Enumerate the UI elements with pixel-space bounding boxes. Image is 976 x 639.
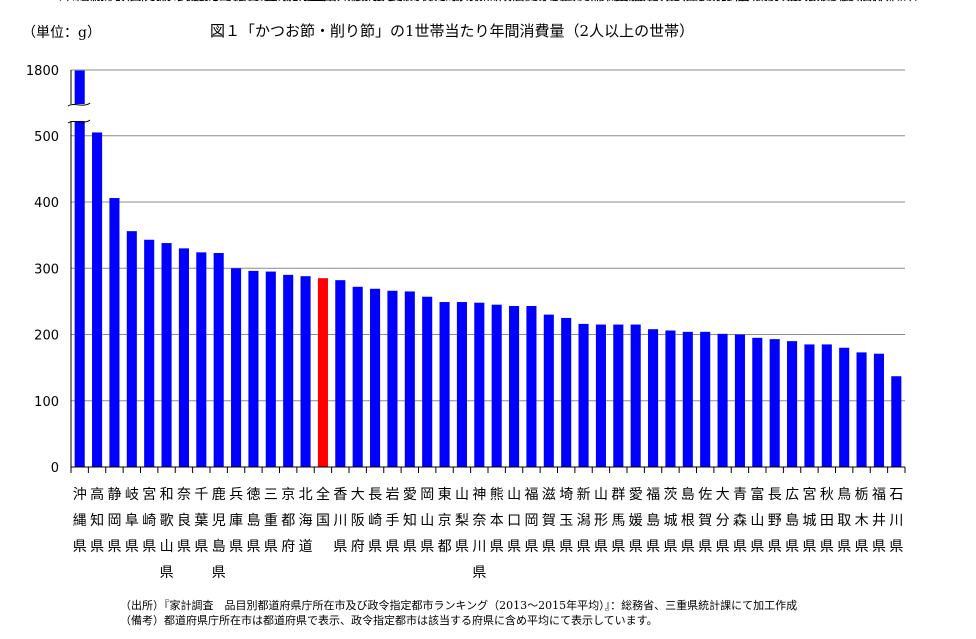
source-note: （出所）『家計調査 品目別都道府県庁所在市及び政令指定都市ランキング（2013～… — [120, 599, 798, 612]
bar — [456, 302, 467, 467]
bar — [335, 280, 346, 467]
bar — [231, 268, 242, 467]
x-tick-label: 佐賀県佐賀県 — [684, 0, 726, 555]
x-tick-label: 福岡県福岡県 — [510, 0, 552, 555]
y-tick-label: 400 — [34, 196, 59, 211]
y-tick-label: 1800 — [26, 64, 59, 79]
y-tick-label: 100 — [34, 395, 59, 410]
bar — [526, 306, 537, 467]
chart-title: 図１「かつお節・削り節」の1世帯当たり年間消費量（2人以上の世帯） — [210, 22, 695, 40]
bar — [891, 376, 902, 467]
bar — [92, 132, 103, 467]
y-tick-label: 500 — [34, 130, 59, 145]
bar — [109, 198, 120, 467]
bar — [821, 344, 832, 467]
bar — [613, 324, 624, 467]
x-tick-label: 長野県長野県 — [754, 0, 796, 555]
bar — [769, 339, 780, 467]
remark-note: （備考）都道府県庁所在市は都道府県で表示、政令指定都市は該当する府県に含め平均に… — [120, 614, 658, 627]
x-tick-label: 栃木県栃木県 — [841, 0, 883, 555]
bar — [265, 271, 276, 467]
x-tick-label: 鳥取県鳥取県 — [823, 0, 865, 555]
bar-chart: 01002003004005001800沖縄県沖縄県高知県高知県静岡県静岡県岐阜… — [26, 0, 917, 581]
bar — [404, 291, 415, 467]
bar — [648, 329, 659, 467]
y-tick-label: 200 — [34, 329, 59, 344]
bar — [196, 252, 207, 467]
x-tick-label: 福島県福島県 — [632, 0, 674, 555]
bar — [630, 324, 641, 467]
bar — [543, 314, 554, 467]
x-tick-label: 山梨県山梨県 — [441, 0, 483, 555]
bar — [161, 243, 172, 467]
bar — [352, 286, 363, 467]
bar — [717, 333, 728, 467]
bar — [144, 239, 155, 467]
axis-break-mark — [67, 102, 91, 107]
bar — [561, 317, 572, 467]
x-tick-label: 岩手県岩手県 — [371, 0, 413, 555]
x-tick-label: 広島県広島県 — [771, 0, 813, 555]
axis-break-mark — [67, 119, 91, 124]
bar — [839, 347, 850, 467]
x-tick-label: 山形県山形県 — [580, 0, 622, 555]
x-tick-label: 長崎県長崎県 — [354, 0, 396, 555]
x-tick-label: 大分県大分県 — [702, 0, 744, 555]
bar — [300, 276, 311, 467]
bar — [856, 352, 867, 467]
x-tick-label: 新潟県新潟県 — [563, 0, 605, 555]
x-tick-label: 石川県石川県 — [875, 0, 917, 555]
chart-notes: （出所）『家計調査 品目別都道府県庁所在市及び政令指定都市ランキング（2013～… — [120, 598, 797, 628]
bar — [439, 302, 450, 467]
bar — [422, 296, 433, 467]
bar — [734, 334, 745, 467]
x-tick-label: 秋田県秋田県 — [806, 0, 848, 555]
x-tick-label: 愛媛県愛媛県 — [615, 0, 657, 555]
y-tick-label: 300 — [34, 262, 59, 277]
x-tick-label: 大阪府大阪府 — [337, 0, 379, 555]
bar — [283, 274, 294, 467]
bar — [213, 253, 224, 467]
x-tick-label: 富山県富山県 — [736, 0, 778, 555]
axis-break-gap — [60, 104, 96, 121]
bar — [474, 302, 485, 467]
x-tick-label: 島根県島根県 — [667, 0, 709, 555]
x-tick-label: 愛知県愛知県 — [389, 0, 431, 555]
x-tick-label: 香川県香川県 — [319, 0, 361, 555]
x-tick-label: 福井県福井県 — [858, 0, 900, 555]
bar — [248, 270, 259, 467]
bar — [682, 331, 693, 467]
bar — [752, 337, 763, 467]
bar — [700, 331, 711, 467]
bar — [74, 70, 85, 468]
x-tick-label: 青森県青森県 — [719, 0, 761, 555]
bar — [595, 324, 606, 467]
bar — [578, 323, 589, 467]
bar — [491, 304, 502, 467]
x-tick-label: 東京都東京都 — [424, 0, 466, 555]
x-tick-label: 岡山県岡山県 — [406, 0, 448, 555]
bar — [804, 344, 815, 467]
x-tick-label: 茨城県茨城県 — [649, 0, 691, 555]
x-tick-label: 熊本県熊本県 — [476, 0, 518, 555]
bar — [509, 306, 520, 467]
bar — [317, 278, 328, 467]
bar — [178, 248, 189, 467]
bar — [787, 341, 798, 467]
bar — [387, 290, 398, 467]
bar — [370, 288, 381, 467]
bar — [126, 231, 137, 467]
x-tick-label: 滋賀県滋賀県 — [528, 0, 570, 555]
bar — [665, 330, 676, 467]
bar — [873, 353, 884, 467]
x-tick-label: 埼玉県埼玉県 — [545, 0, 587, 555]
x-tick-label: 山口県山口県 — [493, 0, 535, 555]
x-tick-label: 宮城県宮城県 — [788, 0, 830, 555]
x-tick-label: 群馬県群馬県 — [597, 0, 639, 555]
y-tick-label: 0 — [51, 461, 59, 476]
unit-label: （単位：g） — [22, 25, 101, 41]
